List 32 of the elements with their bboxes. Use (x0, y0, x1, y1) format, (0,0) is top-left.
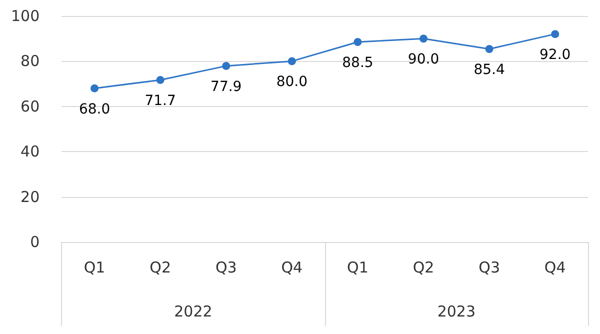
y-tick-label: 80 (20, 52, 40, 70)
point (420, 34, 428, 43)
x-tick-label: Q2 (150, 258, 172, 276)
x-tick-label: Q4 (281, 258, 303, 276)
x-tick-label: Q1 (347, 258, 368, 276)
point (354, 38, 362, 46)
data-label: 90.0 (408, 52, 440, 68)
text: 2023 (437, 302, 476, 320)
x-tick-label: Q3 (215, 258, 237, 276)
point (288, 57, 296, 66)
y-tick-label: 0 (30, 233, 40, 251)
data-label: 85.4 (474, 62, 505, 78)
data-label: 88.5 (342, 54, 374, 71)
y-tick-label: 40 (20, 142, 40, 161)
data-label: 68.0 (78, 101, 110, 118)
point (156, 76, 164, 84)
x-tick-label: Q2 (412, 258, 434, 276)
data-label: 80.0 (276, 74, 308, 90)
point (90, 84, 99, 92)
point (222, 62, 230, 70)
y-tick-label: 100 (10, 7, 40, 25)
text: 2022 (174, 302, 212, 320)
x-tick-label: Q1 (84, 258, 106, 276)
data-label: 92.0 (540, 47, 571, 64)
y-tick-label: 60 (20, 97, 40, 116)
data-label: 77.9 (210, 78, 242, 95)
x-tick-label: Q3 (478, 258, 500, 276)
x-tick-label: Q4 (544, 258, 566, 276)
y-tick-label: 20 (20, 188, 40, 206)
data-label: 71.7 (144, 92, 176, 109)
point (485, 45, 494, 53)
point (551, 30, 560, 38)
